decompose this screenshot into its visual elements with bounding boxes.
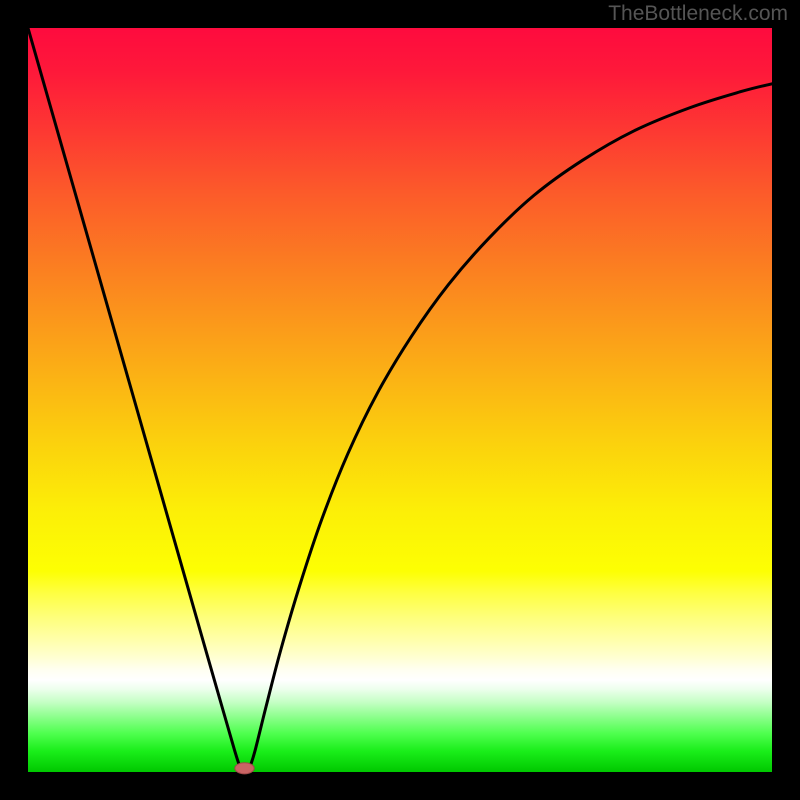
chart-container: TheBottleneck.com (0, 0, 800, 800)
watermark-text: TheBottleneck.com (608, 2, 788, 26)
plot-background (28, 28, 772, 772)
optimal-marker (235, 763, 254, 774)
bottleneck-chart (0, 0, 800, 800)
